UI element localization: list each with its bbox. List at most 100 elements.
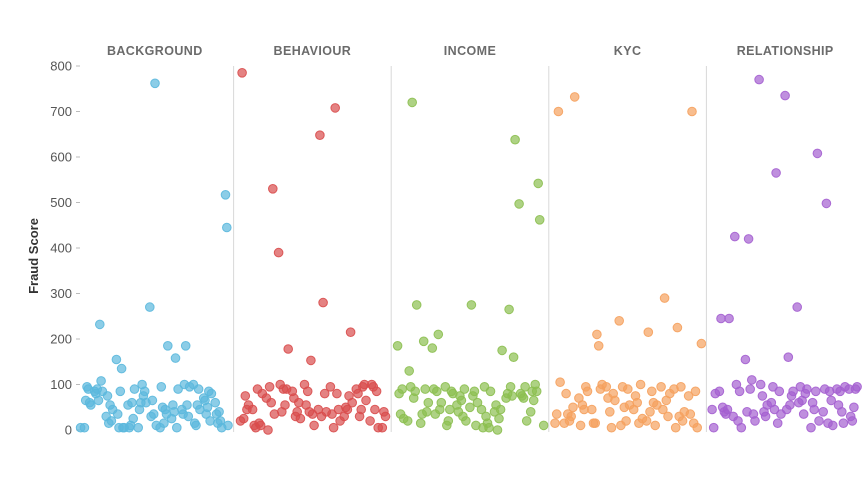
data-point[interactable]: [223, 420, 233, 431]
data-point[interactable]: [724, 313, 734, 324]
data-point[interactable]: [812, 148, 823, 159]
data-point[interactable]: [504, 304, 514, 315]
data-point[interactable]: [214, 407, 224, 417]
data-point[interactable]: [696, 338, 707, 349]
data-point[interactable]: [828, 420, 838, 431]
data-point[interactable]: [798, 409, 809, 419]
data-point[interactable]: [714, 386, 725, 397]
data-point[interactable]: [315, 130, 325, 140]
data-point[interactable]: [553, 106, 564, 117]
data-point[interactable]: [521, 416, 532, 426]
data-point[interactable]: [420, 384, 431, 394]
data-point[interactable]: [497, 345, 507, 356]
data-point[interactable]: [86, 400, 96, 410]
data-point[interactable]: [772, 418, 783, 429]
data-point[interactable]: [769, 404, 780, 415]
data-point[interactable]: [465, 402, 475, 413]
data-point[interactable]: [397, 384, 408, 394]
data-point[interactable]: [415, 418, 426, 429]
data-point[interactable]: [676, 382, 686, 392]
data-point[interactable]: [347, 397, 358, 408]
data-point[interactable]: [692, 422, 703, 433]
data-point[interactable]: [592, 329, 602, 340]
data-point[interactable]: [690, 386, 701, 397]
data-point[interactable]: [295, 413, 306, 424]
data-point[interactable]: [255, 420, 266, 431]
data-point[interactable]: [821, 198, 832, 209]
data-point[interactable]: [95, 319, 105, 330]
data-point[interactable]: [551, 409, 562, 419]
data-point[interactable]: [238, 413, 249, 424]
data-point[interactable]: [240, 391, 251, 401]
data-point[interactable]: [111, 354, 122, 365]
data-point[interactable]: [128, 413, 138, 424]
data-point[interactable]: [531, 386, 542, 397]
data-point[interactable]: [443, 416, 454, 426]
data-point[interactable]: [788, 386, 798, 397]
data-point[interactable]: [306, 355, 316, 366]
data-point[interactable]: [650, 420, 661, 431]
data-point[interactable]: [528, 395, 539, 406]
data-point[interactable]: [605, 407, 615, 417]
data-point[interactable]: [659, 293, 670, 303]
data-point[interactable]: [302, 386, 313, 397]
data-point[interactable]: [814, 416, 824, 426]
data-point[interactable]: [722, 404, 733, 415]
data-point[interactable]: [587, 404, 597, 415]
data-point[interactable]: [371, 386, 382, 397]
data-point[interactable]: [432, 386, 442, 397]
data-point[interactable]: [129, 384, 140, 394]
data-point[interactable]: [93, 395, 104, 406]
data-point[interactable]: [610, 395, 620, 406]
data-point[interactable]: [106, 416, 117, 426]
data-point[interactable]: [538, 420, 549, 431]
data-point[interactable]: [139, 386, 150, 397]
data-point[interactable]: [518, 393, 529, 403]
data-point[interactable]: [423, 397, 434, 408]
data-point[interactable]: [818, 407, 829, 417]
data-point[interactable]: [345, 327, 356, 338]
data-point[interactable]: [494, 413, 504, 424]
data-point[interactable]: [520, 382, 530, 392]
data-point[interactable]: [575, 420, 586, 431]
data-point[interactable]: [485, 386, 496, 397]
data-point[interactable]: [392, 341, 403, 351]
data-point[interactable]: [264, 382, 275, 392]
data-point[interactable]: [826, 395, 837, 406]
data-point[interactable]: [318, 297, 328, 308]
data-point[interactable]: [590, 418, 601, 429]
data-point[interactable]: [422, 407, 432, 417]
data-point[interactable]: [96, 376, 106, 386]
data-point[interactable]: [370, 404, 380, 415]
data-point[interactable]: [182, 400, 192, 410]
data-point[interactable]: [173, 384, 183, 394]
data-point[interactable]: [508, 352, 519, 363]
data-point[interactable]: [809, 404, 820, 415]
data-point[interactable]: [757, 391, 768, 401]
data-point[interactable]: [377, 422, 388, 433]
data-point[interactable]: [356, 404, 367, 415]
data-point[interactable]: [407, 97, 418, 108]
data-point[interactable]: [330, 103, 341, 113]
data-point[interactable]: [743, 234, 754, 244]
data-point[interactable]: [484, 422, 494, 433]
data-point[interactable]: [708, 422, 719, 433]
data-point[interactable]: [170, 353, 181, 363]
data-point[interactable]: [427, 343, 438, 353]
data-point[interactable]: [555, 377, 565, 388]
data-point[interactable]: [328, 422, 339, 433]
data-point[interactable]: [569, 92, 580, 102]
data-point[interactable]: [380, 411, 391, 422]
data-point[interactable]: [183, 411, 194, 422]
data-point[interactable]: [687, 106, 697, 117]
data-point[interactable]: [582, 386, 593, 397]
data-point[interactable]: [222, 222, 232, 233]
data-point[interactable]: [525, 407, 536, 417]
data-point[interactable]: [685, 409, 696, 419]
data-point[interactable]: [266, 397, 277, 408]
data-point[interactable]: [459, 384, 470, 394]
data-point[interactable]: [716, 313, 726, 324]
data-point[interactable]: [760, 411, 771, 422]
data-point[interactable]: [193, 384, 204, 394]
data-point[interactable]: [593, 341, 604, 351]
